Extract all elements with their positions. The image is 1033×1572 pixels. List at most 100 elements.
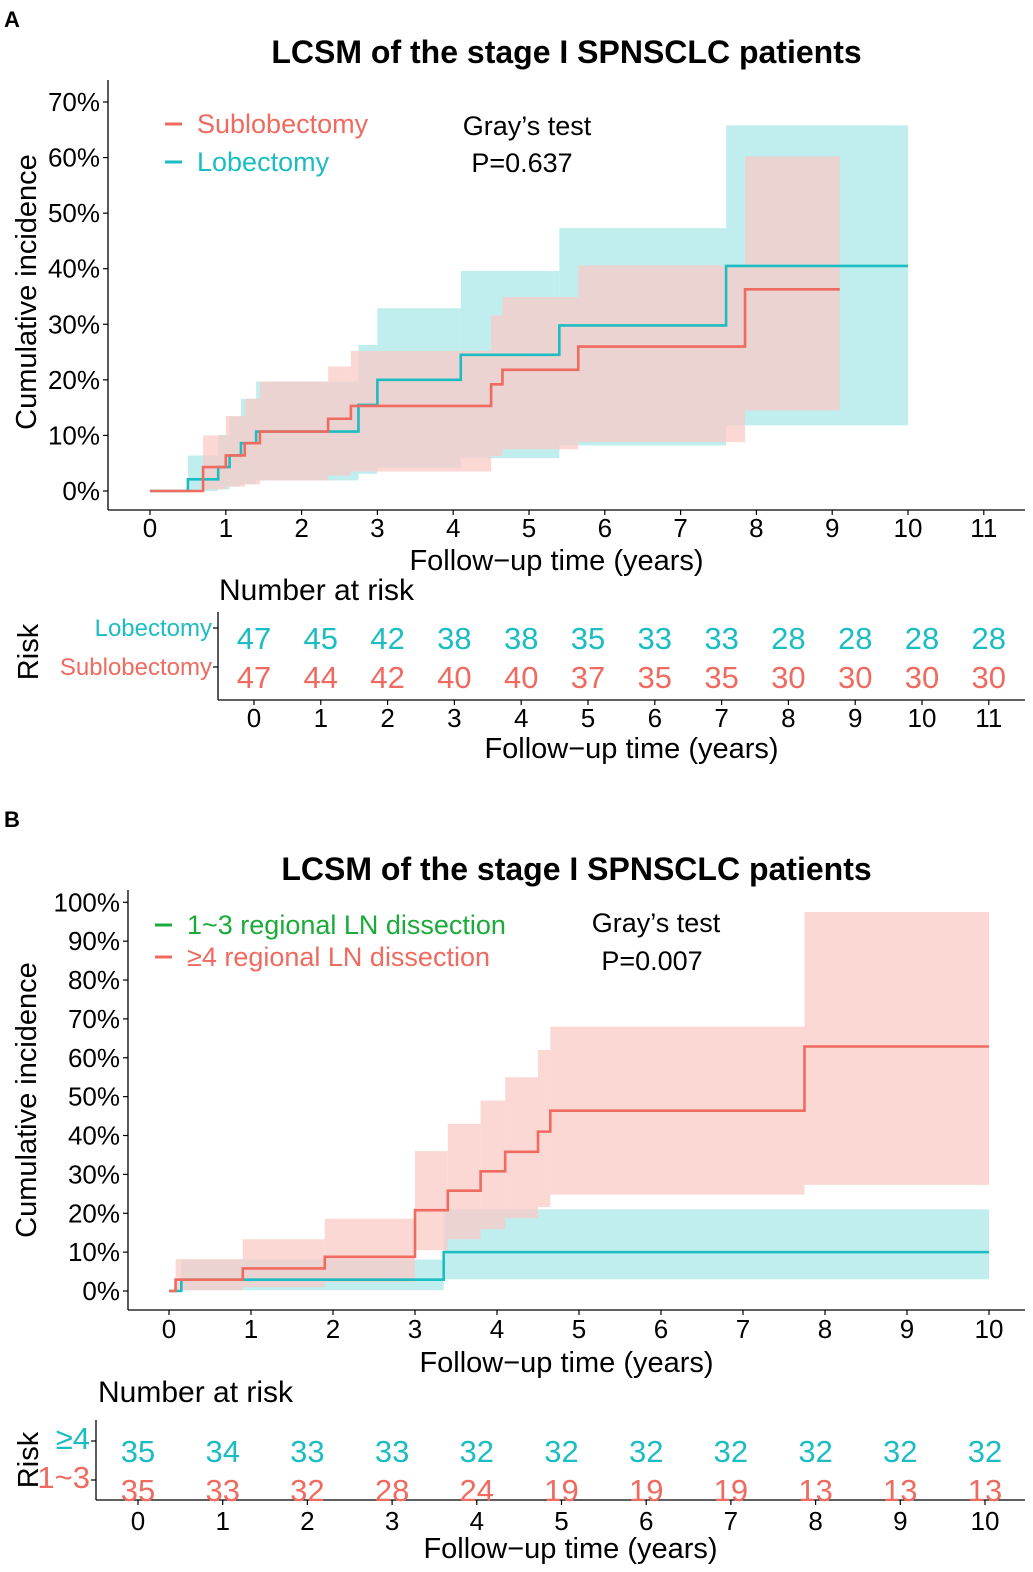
ci-band-segment [415,1151,448,1251]
ci-band-segment [745,156,840,411]
x-tick-label: 1 [244,1314,258,1344]
risk-count: 38 [437,621,471,656]
risk-y-axis-title: Risk [13,1431,45,1488]
x-tick-label: 10 [975,1314,1004,1344]
risk-count: 30 [905,660,939,695]
risk-x-tick-label: 3 [447,703,461,733]
y-tick-label: 60% [48,143,100,173]
x-tick-label: 10 [894,513,923,543]
x-tick-label: 5 [522,513,536,543]
y-tick-label: 50% [68,1082,120,1112]
risk-count: 35 [571,621,605,656]
y-tick-label: 70% [48,87,100,117]
legend-label: ≥4 regional LN dissection [187,942,490,972]
risk-count: 32 [714,1434,748,1469]
risk-x-tick-label: 0 [131,1506,145,1536]
risk-table-title: Number at risk [219,574,415,607]
risk-count: 28 [905,621,939,656]
legend-label: Lobectomy [197,147,330,177]
risk-count: 28 [838,621,872,656]
x-tick-label: 9 [825,513,839,543]
x-tick-label: 0 [143,513,157,543]
x-tick-label: 3 [370,513,384,543]
risk-count: 32 [460,1434,494,1469]
y-tick-label: 30% [68,1159,120,1189]
x-tick-label: 7 [673,513,687,543]
x-tick-label: 8 [818,1314,832,1344]
x-tick-label: 8 [749,513,763,543]
x-tick-label: 6 [654,1314,668,1344]
y-tick-label: 10% [68,1237,120,1267]
y-tick-label: 100% [54,887,121,917]
x-tick-label: 1 [219,513,233,543]
risk-x-tick-label: 1 [215,1506,229,1536]
ci-band-segment [443,1209,989,1280]
ci-band-segment [505,1077,538,1219]
risk-x-tick-label: 9 [893,1506,907,1536]
y-tick-label: 30% [48,309,100,339]
risk-count: 42 [370,621,404,656]
y-tick-label: 40% [48,254,100,284]
y-tick-label: 0% [62,476,100,506]
risk-x-tick-label: 1 [314,703,328,733]
test-name: Gray’s test [463,111,592,141]
x-tick-label: 5 [572,1314,586,1344]
risk-count: 47 [237,660,271,695]
risk-count: 30 [972,660,1006,695]
ci-band-segment [538,1050,551,1208]
incidence-curve-series-2 [169,1045,989,1293]
incidence-curve-series-1 [169,1250,989,1293]
chart-title: LCSM of the stage I SPNSCLC patients [271,34,861,70]
x-tick-label: 9 [900,1314,914,1344]
risk-row-label: 1~3 [37,1460,90,1495]
x-tick-label: 2 [326,1314,340,1344]
risk-count: 44 [304,660,338,695]
y-tick-label: 20% [48,365,100,395]
risk-x-tick-label: 0 [247,703,261,733]
p-value: P=0.007 [601,946,702,976]
chart-title: LCSM of the stage I SPNSCLC patients [281,851,871,887]
risk-x-tick-label: 2 [300,1506,314,1536]
risk-x-tick-label: 8 [808,1506,822,1536]
legend-label: Sublobectomy [197,109,369,139]
y-tick-label: 0% [82,1276,120,1306]
x-tick-label: 2 [294,513,308,543]
risk-x-tick-label: 11 [975,703,1002,733]
risk-x-tick-label: 8 [781,703,795,733]
risk-count: 30 [838,660,872,695]
x-tick-label: 11 [970,513,997,543]
risk-x-tick-label: 2 [380,703,394,733]
risk-row-label: Sublobectomy [60,654,212,681]
risk-x-axis-title: Follow−up time (years) [423,1533,717,1565]
y-tick-label: 60% [68,1043,120,1073]
ci-band-segment [447,1123,481,1240]
risk-count: 28 [972,621,1006,656]
risk-count: 45 [304,621,338,656]
risk-count: 32 [798,1434,832,1469]
risk-count: 37 [571,660,605,695]
incidence-curve-series-2 [150,287,840,493]
risk-x-tick-label: 4 [514,703,528,733]
risk-count: 35 [121,1434,155,1469]
risk-x-tick-label: 9 [848,703,862,733]
x-tick-label: 3 [408,1314,422,1344]
ci-band-segment [480,1100,506,1230]
risk-count: 47 [237,621,271,656]
x-tick-label: 0 [162,1314,176,1344]
risk-x-tick-label: 10 [971,1506,1000,1536]
risk-count: 34 [205,1434,239,1469]
ci-band-segment [175,1259,243,1291]
risk-x-tick-label: 7 [714,703,728,733]
ci-band-segment [244,398,260,485]
ci-band-segment [502,297,579,450]
risk-count: 33 [290,1434,324,1469]
risk-y-axis-title: Risk [13,623,45,680]
ci-band-segment [804,912,989,1185]
risk-count: 28 [771,621,805,656]
y-tick-label: 80% [68,965,120,995]
risk-count: 33 [638,621,672,656]
panel-label: A [4,7,20,32]
risk-x-tick-label: 10 [908,703,937,733]
risk-row-label: Lobectomy [95,615,212,642]
